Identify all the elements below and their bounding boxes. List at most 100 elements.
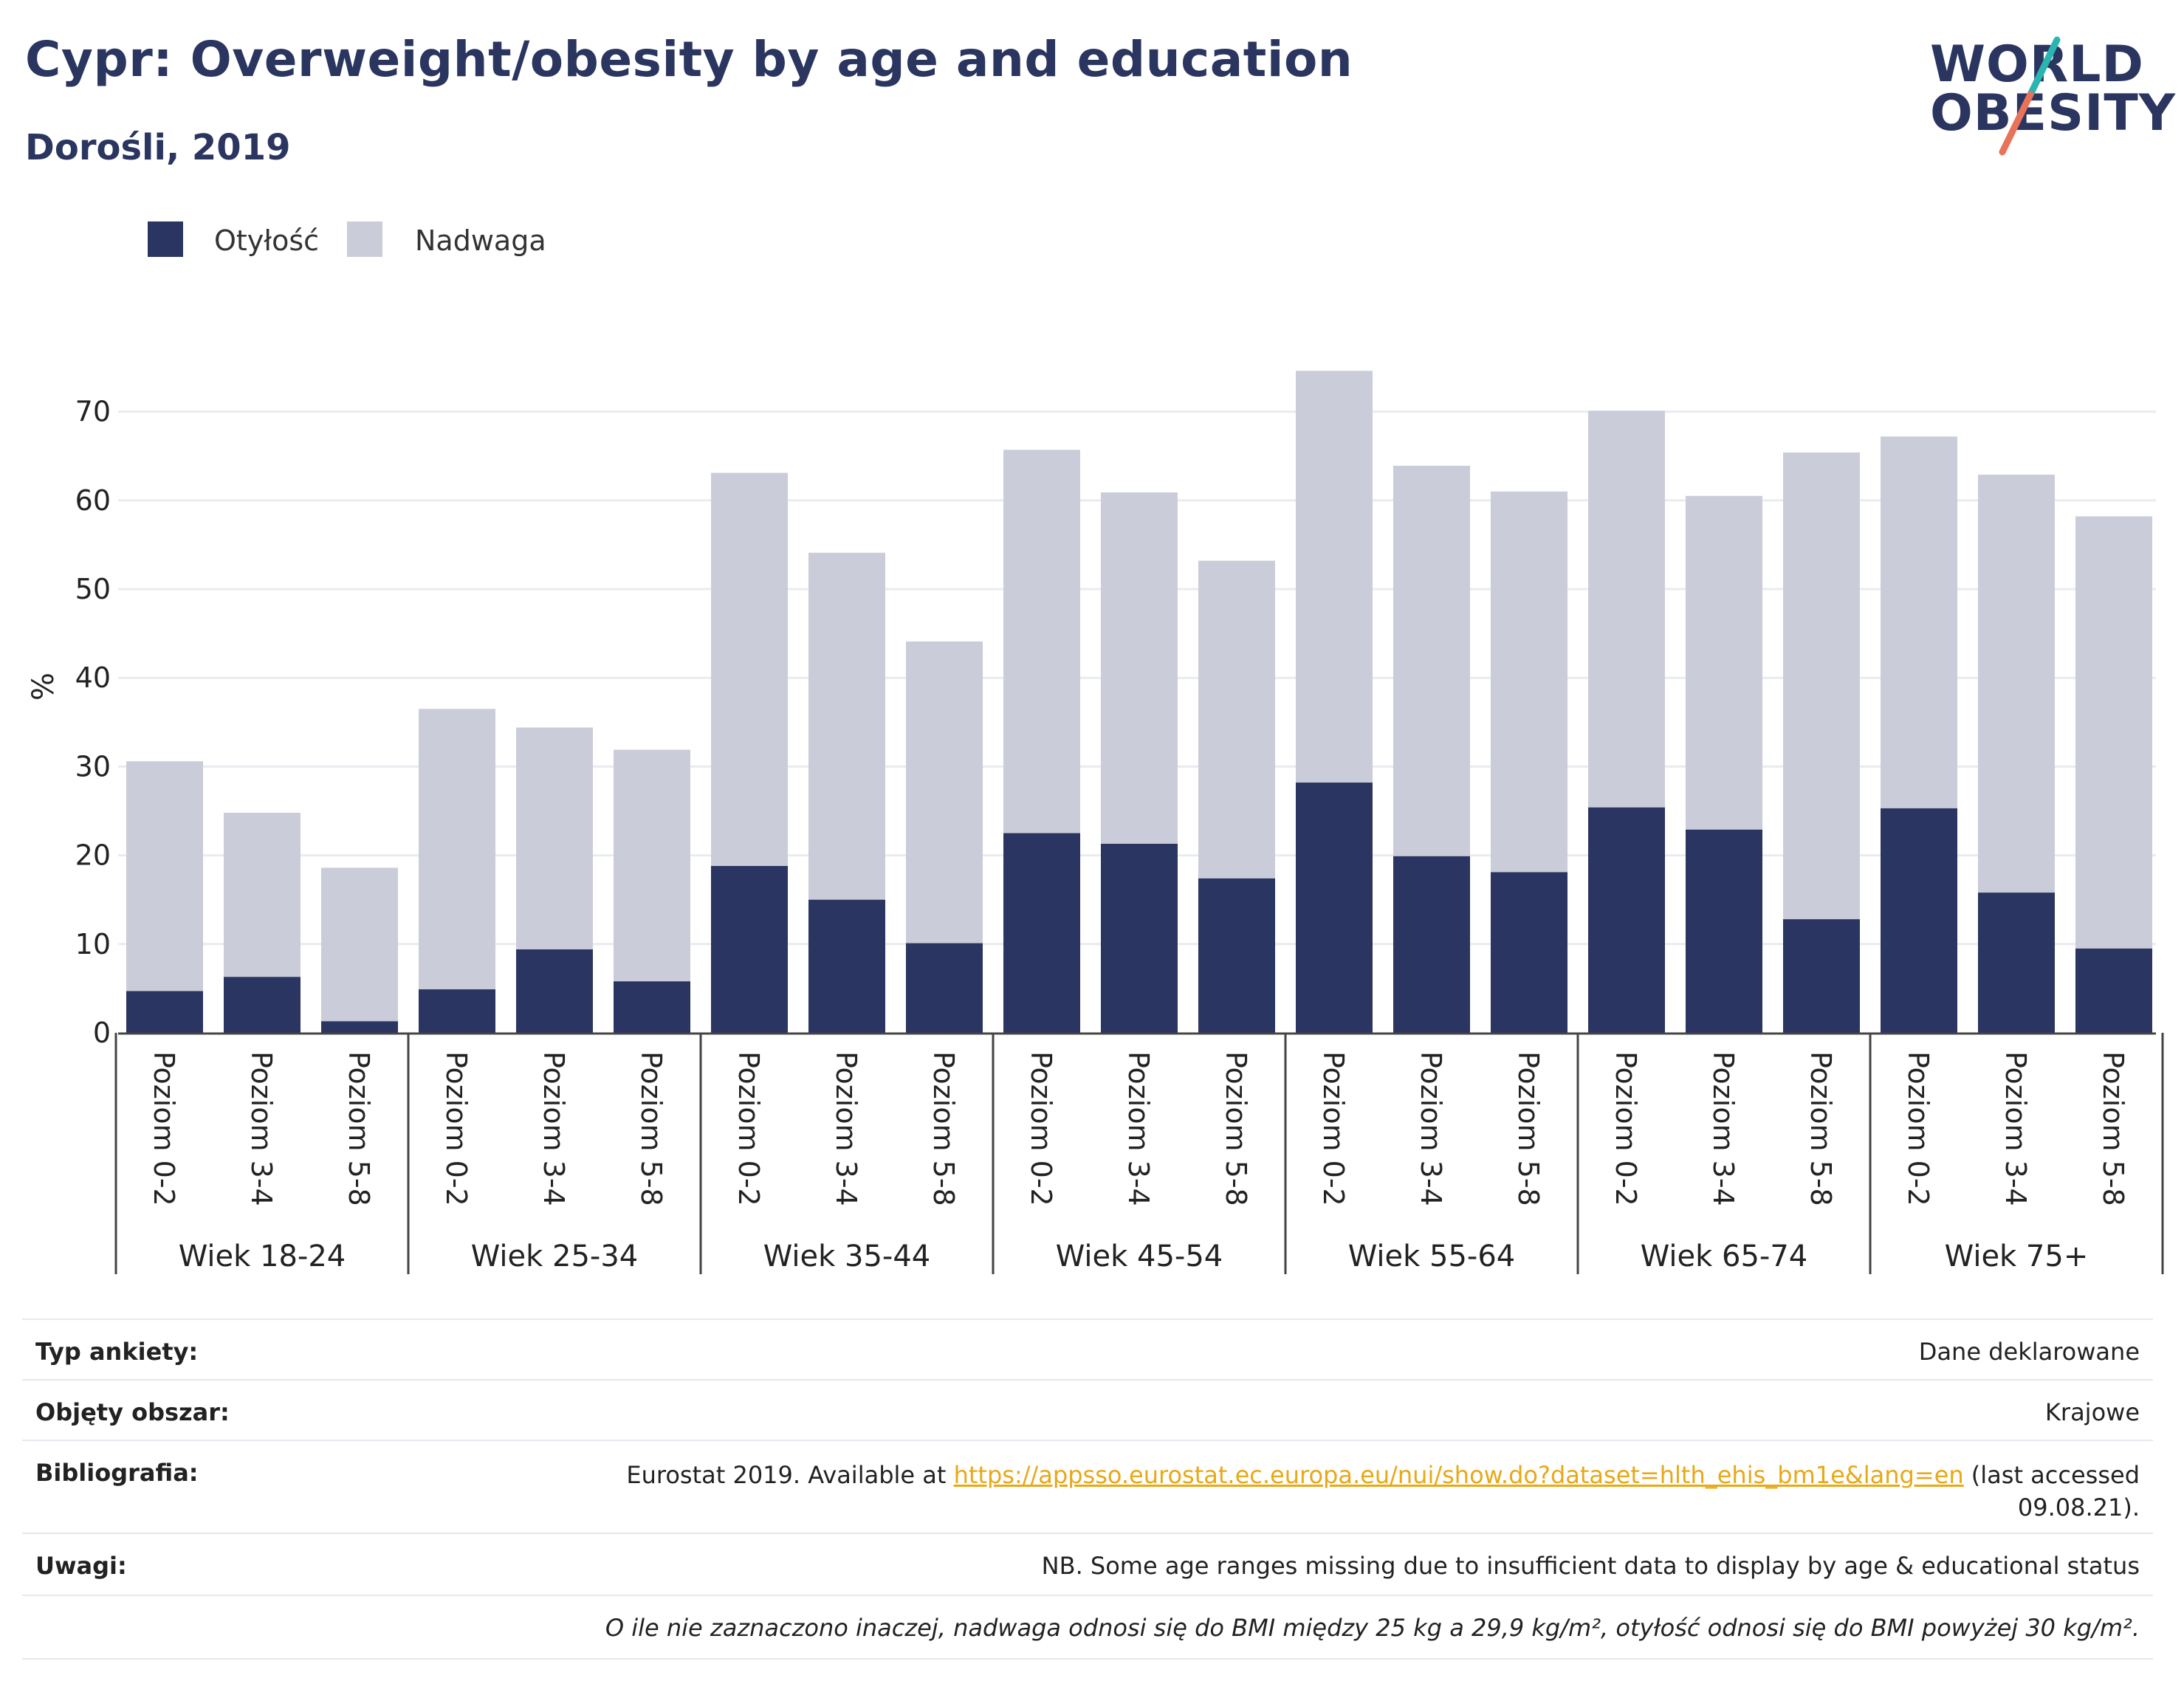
bar-overweight xyxy=(1296,371,1373,783)
bar-overweight xyxy=(321,867,398,1022)
definition-note: O ile nie zaznaczono inaczej, nadwaga od… xyxy=(605,1614,2140,1642)
bar-obesity xyxy=(321,1021,398,1033)
y-tick-label: 40 xyxy=(75,661,111,694)
survey-type-value: Dane deklarowane xyxy=(1918,1338,2140,1366)
bar-overweight xyxy=(1686,495,1762,830)
x-tick-label: Poziom 5-8 xyxy=(1804,1051,1837,1206)
x-tick-label: Poziom 3-4 xyxy=(1707,1051,1740,1206)
bar-obesity xyxy=(1686,829,1762,1033)
bar-overweight xyxy=(1393,465,1470,856)
group-label: Wiek 25-34 xyxy=(471,1240,639,1273)
bar-obesity xyxy=(614,981,690,1033)
bar-obesity xyxy=(224,977,301,1033)
x-tick-label: Poziom 0-2 xyxy=(1025,1051,1057,1206)
bar-obesity xyxy=(1588,807,1665,1033)
legend-swatch-overweight xyxy=(347,221,382,257)
bar-obesity xyxy=(1198,878,1275,1033)
chart-title: Cypr: Overweight/obesity by age and educ… xyxy=(25,31,1353,88)
x-tick-label: Poziom 5-8 xyxy=(927,1051,960,1206)
bar-overweight xyxy=(1491,491,1567,873)
bar-obesity xyxy=(711,866,788,1033)
legend-label-overweight: Nadwaga xyxy=(415,224,546,257)
world-obesity-logo: WORLD OBESITY xyxy=(1920,35,2175,161)
bar-overweight xyxy=(2075,516,2152,949)
legend-swatch-obesity xyxy=(148,221,183,257)
bar-obesity xyxy=(1101,843,1178,1033)
group-label: Wiek 55-64 xyxy=(1348,1240,1516,1273)
bar-overweight xyxy=(711,472,788,867)
bar-overweight xyxy=(1783,452,1860,920)
bibliography-label: Bibliografia: xyxy=(35,1459,199,1487)
y-tick-label: 20 xyxy=(75,839,111,872)
bar-obesity xyxy=(1978,893,2055,1033)
bar-overweight xyxy=(1588,410,1665,808)
x-tick-label: Poziom 3-4 xyxy=(245,1051,278,1206)
bar-overweight xyxy=(1881,436,1957,808)
x-tick-label: Poziom 0-2 xyxy=(1317,1051,1350,1206)
group-label: Wiek 65-74 xyxy=(1641,1240,1808,1273)
bibliography-suffix-2: 09.08.21). xyxy=(2017,1493,2140,1522)
info-row-bibliography: Bibliografia: Eurostat 2019. Available a… xyxy=(22,1440,2153,1534)
x-tick-label: Poziom 0-2 xyxy=(1902,1051,1934,1206)
bar-obesity xyxy=(1296,783,1373,1033)
x-tick-label: Poziom 5-8 xyxy=(635,1051,667,1206)
bar-overweight xyxy=(906,641,983,943)
bar-overweight xyxy=(1003,450,1080,833)
bar-obesity xyxy=(1491,872,1567,1033)
info-row-notes: Uwagi: NB. Some age ranges missing due t… xyxy=(22,1533,2153,1596)
bar-obesity xyxy=(419,989,495,1033)
x-tick-label: Poziom 5-8 xyxy=(343,1051,375,1206)
notes-value: NB. Some age ranges missing due to insuf… xyxy=(1041,1552,2140,1580)
survey-type-label: Typ ankiety: xyxy=(35,1338,199,1366)
bibliography-value: Eurostat 2019. Available at https://apps… xyxy=(626,1459,2140,1524)
area-label: Objęty obszar: xyxy=(35,1398,230,1426)
bar-obesity xyxy=(906,943,983,1033)
x-tick-label: Poziom 5-8 xyxy=(1512,1051,1545,1206)
x-tick-label: Poziom 3-4 xyxy=(1415,1051,1447,1206)
bibliography-prefix: Eurostat 2019. Available at xyxy=(626,1461,947,1489)
logo-line-obesity: OBESITY xyxy=(1930,84,2176,142)
x-tick-label: Poziom 3-4 xyxy=(830,1051,862,1206)
bar-overweight xyxy=(1978,474,2055,893)
group-label: Wiek 75+ xyxy=(1945,1240,2089,1273)
bibliography-suffix-1: (last accessed xyxy=(1971,1461,2140,1489)
bar-overweight xyxy=(808,552,885,900)
x-tick-label: Poziom 0-2 xyxy=(440,1051,473,1206)
y-axis-label: % xyxy=(27,673,61,701)
bar-overweight xyxy=(1198,560,1275,879)
bar-overweight xyxy=(614,749,690,982)
group-label: Wiek 35-44 xyxy=(763,1240,931,1273)
notes-label: Uwagi: xyxy=(35,1552,127,1580)
logo-slash-icon xyxy=(1999,36,2061,156)
x-tick-label: Poziom 3-4 xyxy=(1999,1051,2032,1206)
bar-overweight xyxy=(1101,492,1178,844)
bar-obesity xyxy=(1783,919,1860,1033)
info-row-survey-type: Typ ankiety: Dane deklarowane xyxy=(22,1318,2153,1381)
y-tick-label: 30 xyxy=(75,750,111,783)
bar-overweight xyxy=(126,761,203,991)
chart-subtitle: Dorośli, 2019 xyxy=(25,127,291,168)
y-tick-label: 50 xyxy=(75,573,111,605)
x-tick-label: Poziom 0-2 xyxy=(148,1051,180,1206)
x-tick-label: Poziom 5-8 xyxy=(1220,1051,1252,1206)
x-tick-label: Poziom 3-4 xyxy=(1122,1051,1155,1206)
x-tick-label: Poziom 3-4 xyxy=(538,1051,570,1206)
bar-obesity xyxy=(2075,948,2152,1033)
area-value: Krajowe xyxy=(2044,1398,2140,1426)
bar-obesity xyxy=(126,991,203,1033)
bar-overweight xyxy=(516,727,593,950)
bar-obesity xyxy=(1881,808,1957,1033)
info-row-definition: O ile nie zaznaczono inaczej, nadwaga od… xyxy=(22,1595,2153,1660)
y-tick-label: 10 xyxy=(75,928,111,960)
x-tick-label: Poziom 0-2 xyxy=(1610,1051,1642,1206)
bibliography-link[interactable]: https://appsso.eurostat.ec.europa.eu/nui… xyxy=(953,1461,1964,1489)
y-tick-label: 60 xyxy=(75,484,111,517)
bar-obesity xyxy=(1003,833,1080,1033)
y-tick-label: 0 xyxy=(93,1017,111,1049)
bar-overweight xyxy=(419,709,495,990)
group-label: Wiek 18-24 xyxy=(179,1240,346,1273)
legend-label-obesity: Otyłość xyxy=(214,224,320,257)
stacked-bar-chart: 0 10 20 30 40 50 60 70% Poziom 0-2 Poziom 3-4 Pozi… xyxy=(27,371,2164,1274)
bar-obesity xyxy=(808,899,885,1033)
bar-obesity xyxy=(516,949,593,1033)
